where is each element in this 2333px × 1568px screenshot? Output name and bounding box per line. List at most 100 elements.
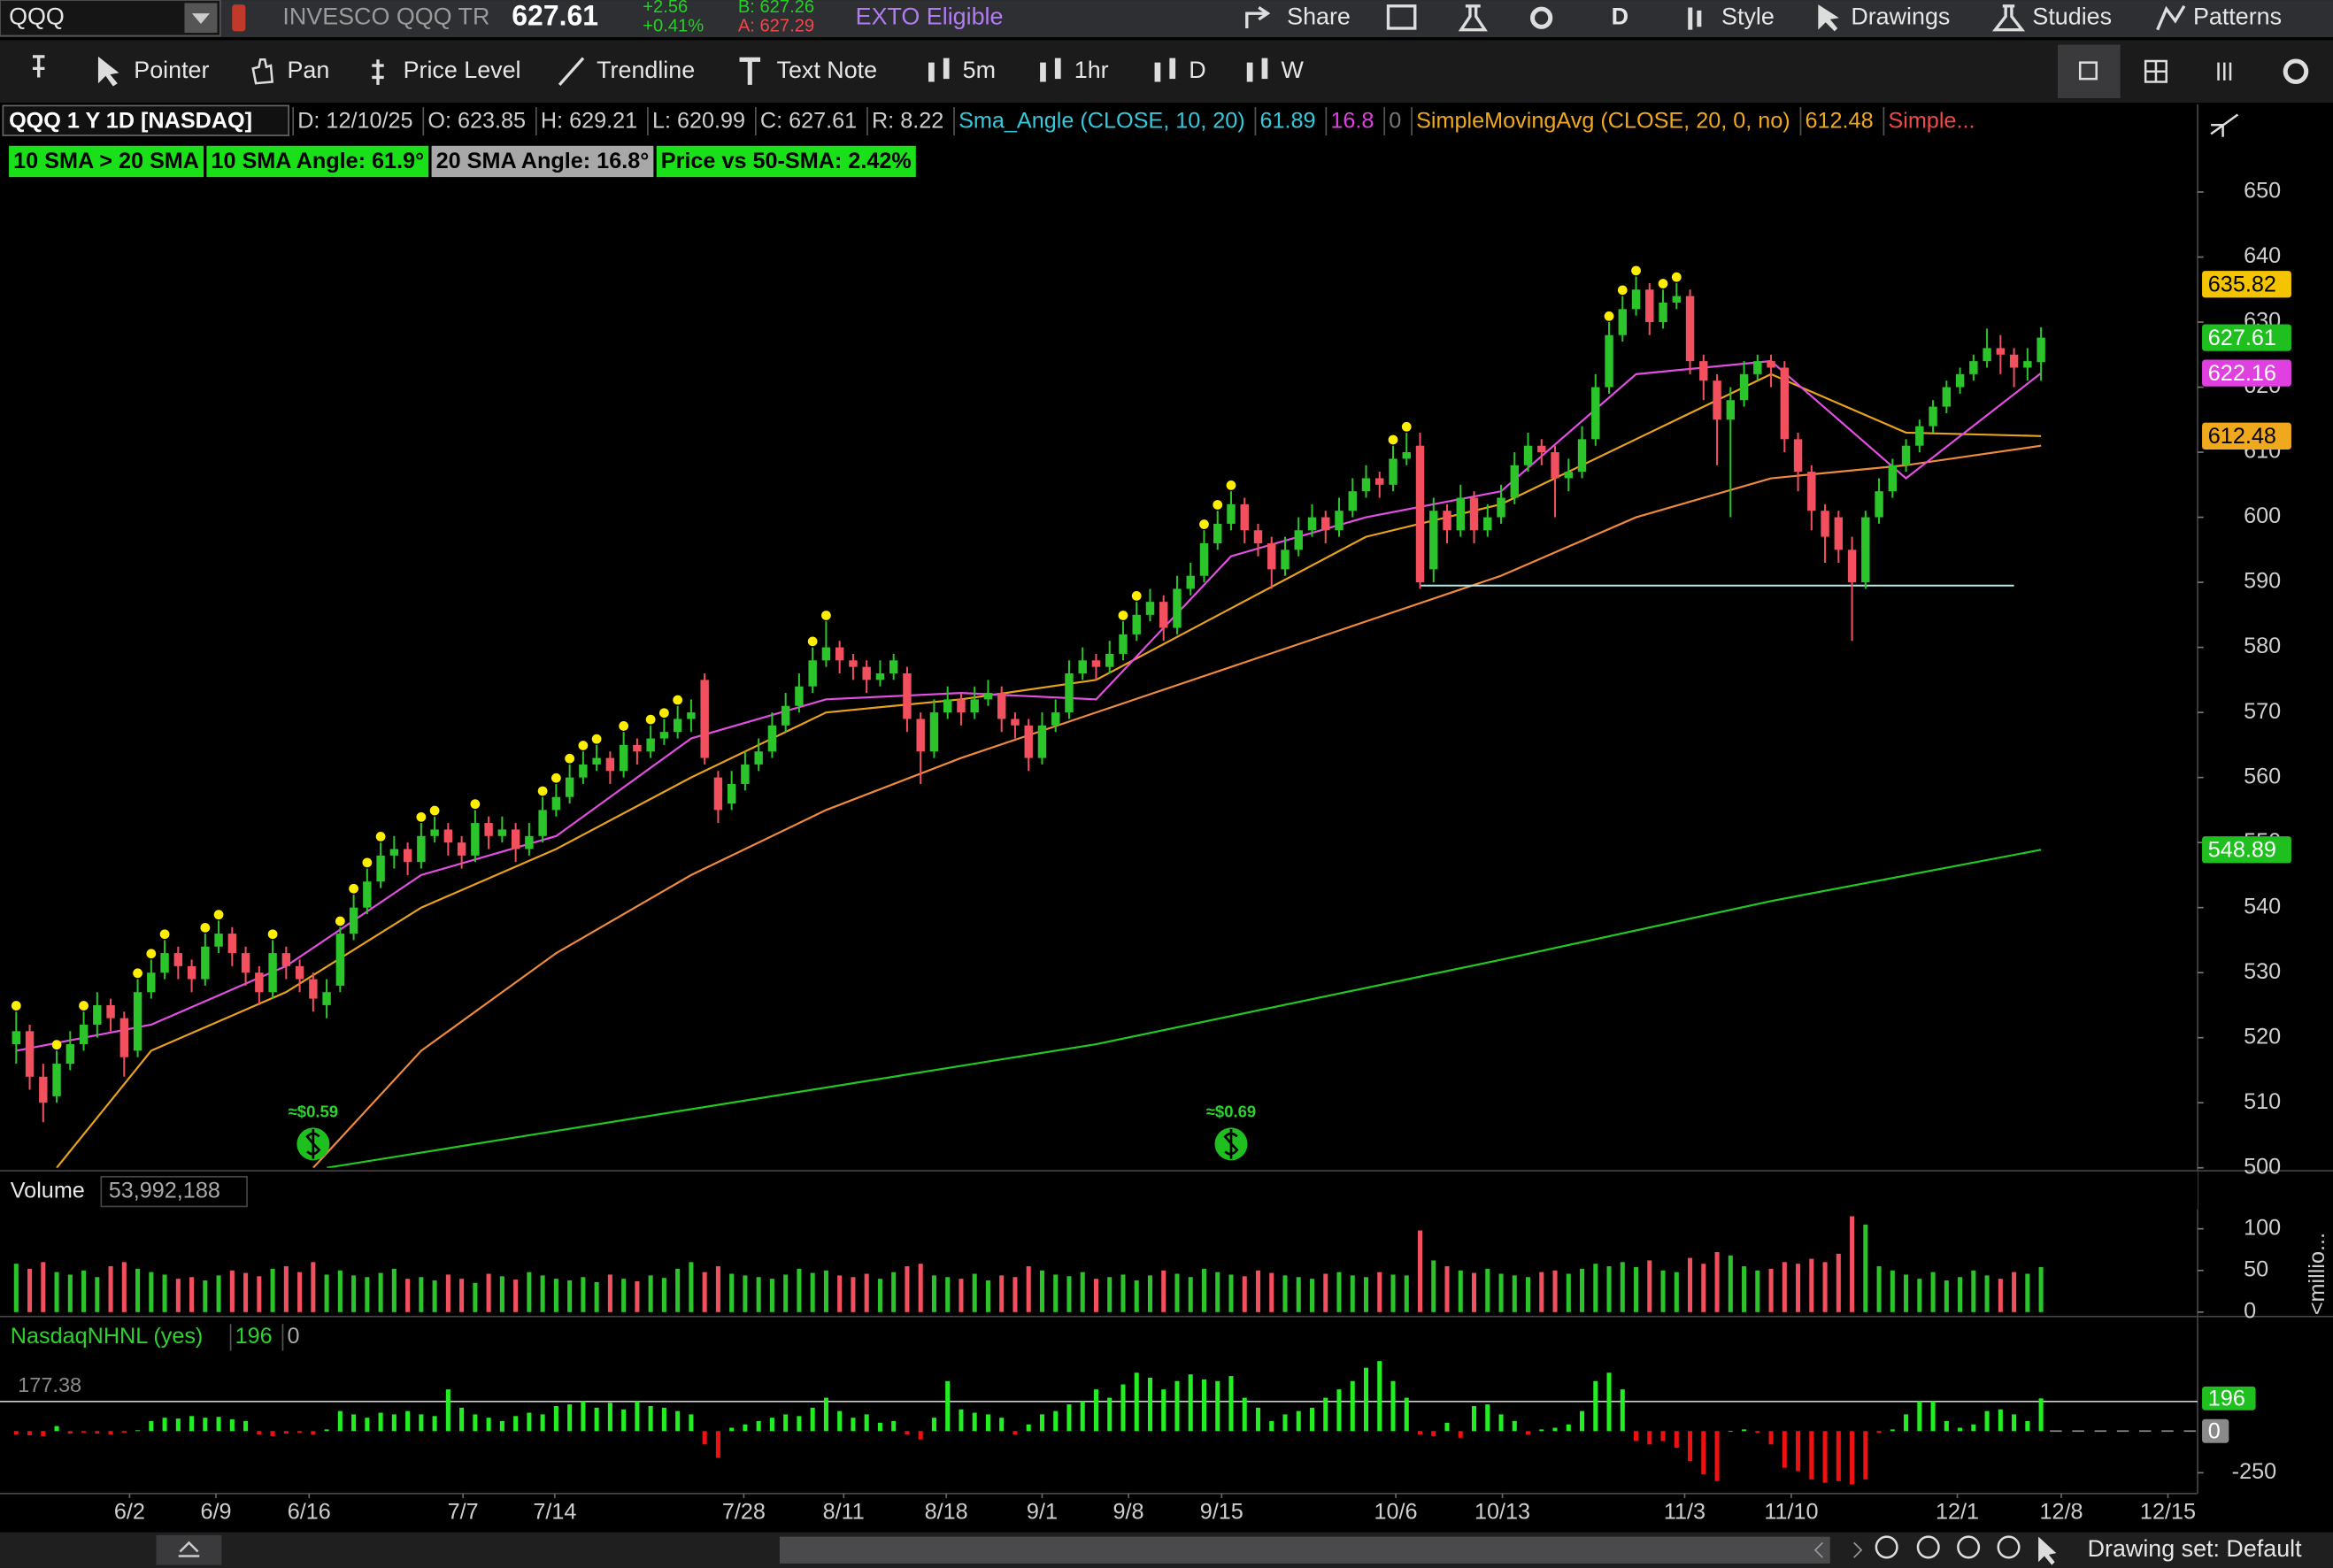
grid-icon[interactable] [1386,4,1417,30]
link-icon[interactable] [232,4,246,32]
candle-body [1821,511,1829,537]
patterns-button[interactable]: Patterns [2193,3,2282,29]
layout-columns[interactable] [2217,62,2232,81]
nhnl-bar [1620,1389,1625,1432]
candle-body [592,757,601,765]
signal-badge [431,145,654,178]
volume-bar [1890,1270,1895,1312]
crosshair[interactable] [1997,1535,2021,1559]
layout-grid[interactable] [2144,59,2167,83]
volume-bar [864,1273,869,1312]
nhnl-bar [553,1405,558,1432]
layout-single[interactable] [2057,44,2121,99]
studies-icon [1991,4,2026,32]
volume-bar [2025,1273,2030,1312]
volume-bar [648,1275,653,1312]
price-label: 627.61 [2208,326,2276,350]
pointer-icon [97,56,119,87]
y-tick-label: 590 [2244,569,2281,594]
nhnl-bar [581,1401,586,1432]
tool-pointer[interactable]: Pointer [134,57,209,83]
flask-icon[interactable] [1458,4,1488,32]
cursor-icon[interactable] [2038,1536,2057,1565]
volume-bar [1390,1274,1396,1312]
pin-icon[interactable] [32,55,45,78]
symbol-box[interactable] [0,0,221,37]
x-tick-label: 7/7 [448,1499,479,1524]
volume-bar [13,1264,19,1312]
drawings-button[interactable]: Drawings [1851,3,1950,29]
readout-box [100,1175,248,1208]
volume-bar [661,1278,666,1312]
studies-button[interactable]: Studies [2032,3,2112,29]
panel-title: NasdaqNHNL (yes) [11,1324,204,1349]
zoom-in[interactable] [1916,1535,1940,1559]
tool-pan[interactable]: Pan [287,57,329,83]
tool-w[interactable]: W [1281,57,1304,83]
tool-5m[interactable]: 5m [963,57,996,83]
dividend-label: ≈$0.69 [1206,1102,1256,1120]
symbol[interactable]: QQQ [9,3,65,29]
nhnl-bar [81,1431,87,1433]
nhnl-bar [1525,1431,1531,1435]
nhnl-bar [1377,1361,1382,1432]
candle-body [1618,309,1627,335]
volume-bar [1580,1268,1585,1312]
chart-settings[interactable] [2283,58,2309,85]
volume-bar [1215,1272,1220,1312]
price-label-box [2202,836,2291,864]
axis-icon[interactable] [2210,113,2239,137]
nhnl-bar [27,1431,33,1435]
dividend-glyph [1223,1129,1239,1159]
candle-body [52,1064,61,1096]
y-tick-label: 560 [2244,764,2281,788]
nhnl-bar [1215,1380,1220,1432]
tool-text-note[interactable]: Text Note [777,57,878,83]
study-label: SimpleMovingAvg (CLOSE, 20, 0, no) [1416,109,1790,134]
style-button[interactable]: Style [1721,3,1775,29]
share-button[interactable]: Share [1287,3,1351,29]
volume-bar [945,1277,951,1312]
volume-bar [905,1266,910,1312]
signal-dot [551,772,561,783]
volume-bar [999,1275,1005,1312]
signal-dot [470,799,481,810]
panel-readout: 0 [287,1324,299,1349]
candle-body [119,1018,129,1057]
signal-dot [1199,519,1209,529]
signal-dot [11,1001,21,1011]
nhnl-bar [1822,1431,1828,1483]
collapse-button[interactable] [156,1534,222,1565]
tool-price-level[interactable]: Price Level [404,57,521,83]
candle-body [1672,296,1681,303]
candle-body [1335,511,1344,531]
candle-body [808,660,817,687]
volume-bar [527,1272,532,1312]
settings-icon[interactable] [1530,6,1553,29]
nhnl-bar [743,1424,748,1432]
candle-body [1983,348,1991,362]
period-button[interactable]: D [1612,3,1628,29]
patterns-icon [2156,4,2186,31]
signal-dot [565,753,575,764]
nhnl-bar [337,1410,343,1432]
badge[interactable]: EXTO Eligible [856,3,1004,29]
nhnl-bar [1782,1431,1787,1468]
nhnl-bar [243,1420,249,1432]
bid: B: 627.26 [738,0,814,17]
nhnl-bar [1674,1431,1679,1449]
tool-trendline[interactable]: Trendline [597,57,695,83]
zoom-fit[interactable] [1957,1535,1981,1559]
price-label: 548.89 [2208,838,2276,863]
tool-1hr[interactable]: 1hr [1074,57,1109,83]
zoom-out[interactable] [1875,1535,1898,1559]
volume-bar [1431,1260,1436,1312]
drawing-set[interactable]: Drawing set: Default [2088,1535,2303,1562]
scroll-arrows[interactable] [1813,1541,1863,1558]
scrollbar-thumb[interactable] [779,1536,1830,1564]
volume-bar [1930,1272,1936,1312]
tool-d[interactable]: D [1189,57,1205,83]
nhnl-bar [95,1431,100,1434]
signal-dot [133,968,142,979]
nhnl-bar [1850,1431,1855,1485]
